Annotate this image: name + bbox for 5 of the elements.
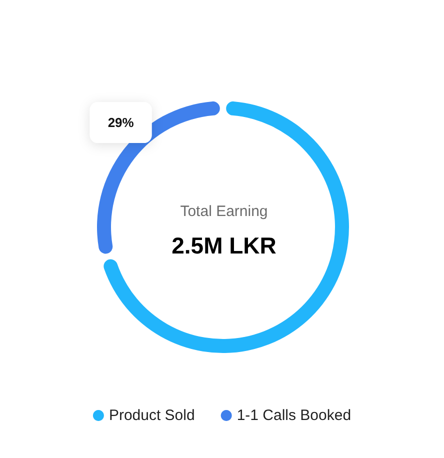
data-label: 29% <box>108 115 134 130</box>
text: Total Earning <box>180 203 268 220</box>
legend-label: 1-1 Calls Booked <box>236 407 352 424</box>
legend-label: Product Sold <box>108 407 195 424</box>
text: 2.5M LKR <box>172 232 277 258</box>
